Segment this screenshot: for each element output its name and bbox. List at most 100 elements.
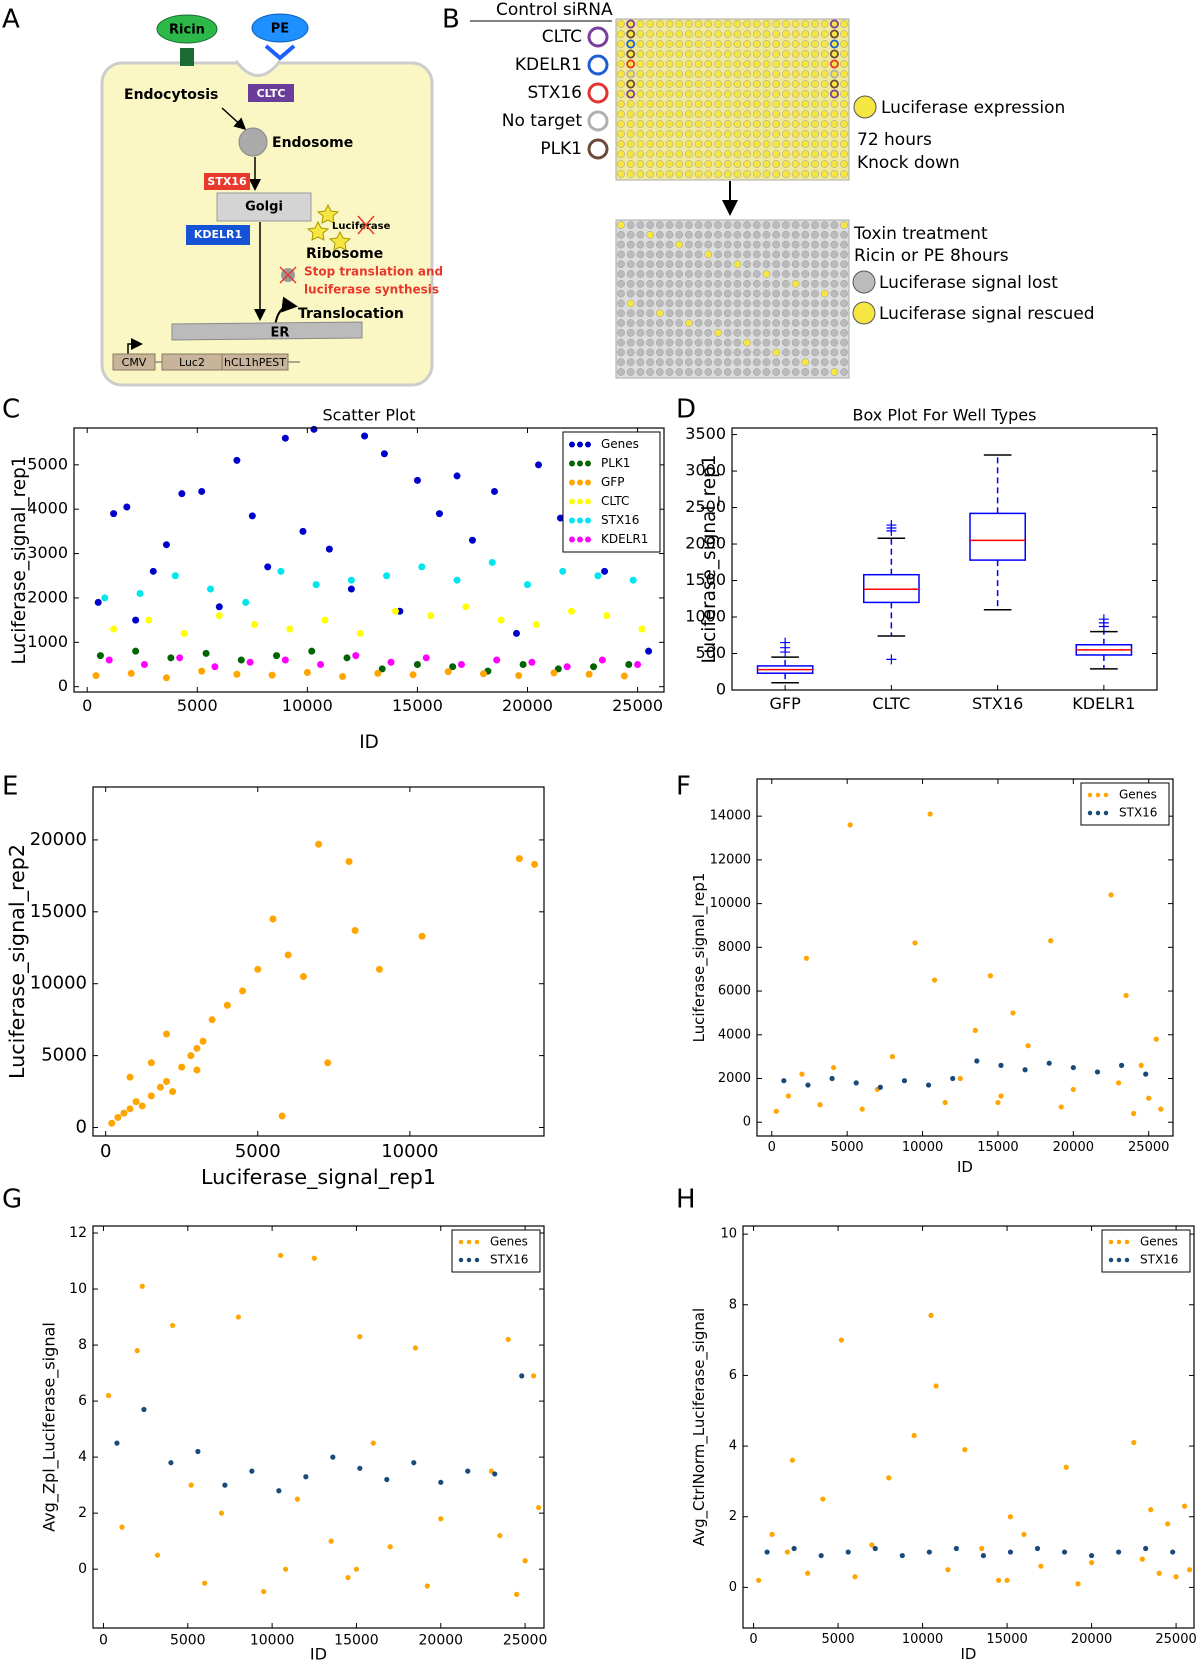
point [101, 594, 109, 602]
legend-label: CLTC [601, 494, 629, 508]
translocation-label: Translocation [298, 306, 404, 322]
point [933, 1383, 939, 1389]
well [665, 80, 674, 88]
well [791, 40, 800, 48]
well [626, 120, 635, 128]
well [791, 110, 800, 118]
well [772, 30, 781, 38]
point [645, 647, 653, 655]
well [723, 358, 732, 367]
well [733, 309, 742, 318]
well [820, 289, 829, 298]
well [772, 20, 781, 28]
well [782, 50, 790, 58]
well [714, 40, 722, 48]
legend-label: Genes [490, 1235, 528, 1249]
well [704, 368, 713, 376]
well [772, 170, 781, 178]
point [218, 1510, 225, 1516]
plot-area [93, 1226, 544, 1628]
well [626, 160, 635, 168]
well [762, 230, 771, 239]
y-tick-label: 12000 [710, 852, 751, 867]
point [141, 1406, 147, 1413]
point [1187, 1567, 1193, 1573]
well [752, 289, 761, 298]
well [801, 279, 810, 288]
well [801, 60, 810, 68]
well [840, 150, 848, 158]
point [953, 1545, 959, 1552]
well [723, 120, 732, 128]
well [675, 338, 684, 347]
well [752, 60, 761, 68]
well [801, 20, 810, 28]
well [743, 100, 751, 108]
point [114, 1113, 122, 1121]
well [829, 59, 839, 69]
well [820, 30, 829, 38]
well [782, 120, 790, 128]
point [387, 1544, 393, 1550]
golgi [216, 192, 312, 222]
well [840, 160, 848, 168]
point [1153, 1036, 1159, 1042]
well [801, 40, 810, 48]
point [1007, 1514, 1014, 1520]
point [119, 1524, 125, 1530]
well [617, 260, 625, 269]
well [791, 150, 800, 158]
well [752, 80, 761, 88]
well [820, 120, 829, 128]
well [782, 110, 790, 118]
point [311, 1255, 317, 1261]
point [357, 1465, 363, 1471]
well [636, 110, 645, 118]
well [752, 30, 761, 38]
x-tick-label: 5000 [235, 1141, 281, 1162]
point [235, 1314, 241, 1320]
well [782, 130, 790, 138]
well [830, 170, 839, 178]
point [438, 1479, 444, 1485]
well [791, 130, 800, 138]
well [704, 260, 713, 269]
chart: 0 2000 4000 6000 8000 10000 12000 14000 0 5000 100… [690, 778, 1174, 1176]
well [675, 90, 684, 98]
well [675, 270, 684, 278]
cmv-box [112, 353, 156, 371]
point [357, 1334, 363, 1340]
well [820, 70, 829, 78]
knockdown-label: Knock down [857, 153, 960, 173]
point [1088, 1552, 1095, 1559]
point [199, 1037, 207, 1045]
well [636, 70, 645, 78]
point [998, 1093, 1004, 1099]
point [351, 927, 359, 935]
point [268, 671, 276, 679]
well [811, 120, 819, 128]
point [1088, 1560, 1095, 1566]
well [636, 40, 645, 48]
well [782, 348, 790, 357]
control-ring [587, 138, 609, 160]
point [859, 1106, 865, 1112]
point [132, 1098, 140, 1106]
well [675, 240, 684, 249]
point [845, 1549, 851, 1555]
ribosome-label: Ribosome [306, 246, 383, 262]
well [762, 260, 771, 269]
well [811, 260, 819, 269]
well [752, 100, 761, 108]
point [1170, 1549, 1176, 1555]
legend-marker [1087, 792, 1093, 798]
well [772, 289, 781, 298]
point [438, 1516, 444, 1522]
point [374, 669, 382, 677]
well [685, 250, 693, 259]
point [138, 1102, 146, 1110]
chart: 0 2 4 6 8 10 12 0 5000 10000 15000 20000 25000 ID Avg_… [40, 1225, 548, 1662]
well [617, 338, 625, 347]
well [714, 368, 722, 376]
well [665, 160, 674, 168]
